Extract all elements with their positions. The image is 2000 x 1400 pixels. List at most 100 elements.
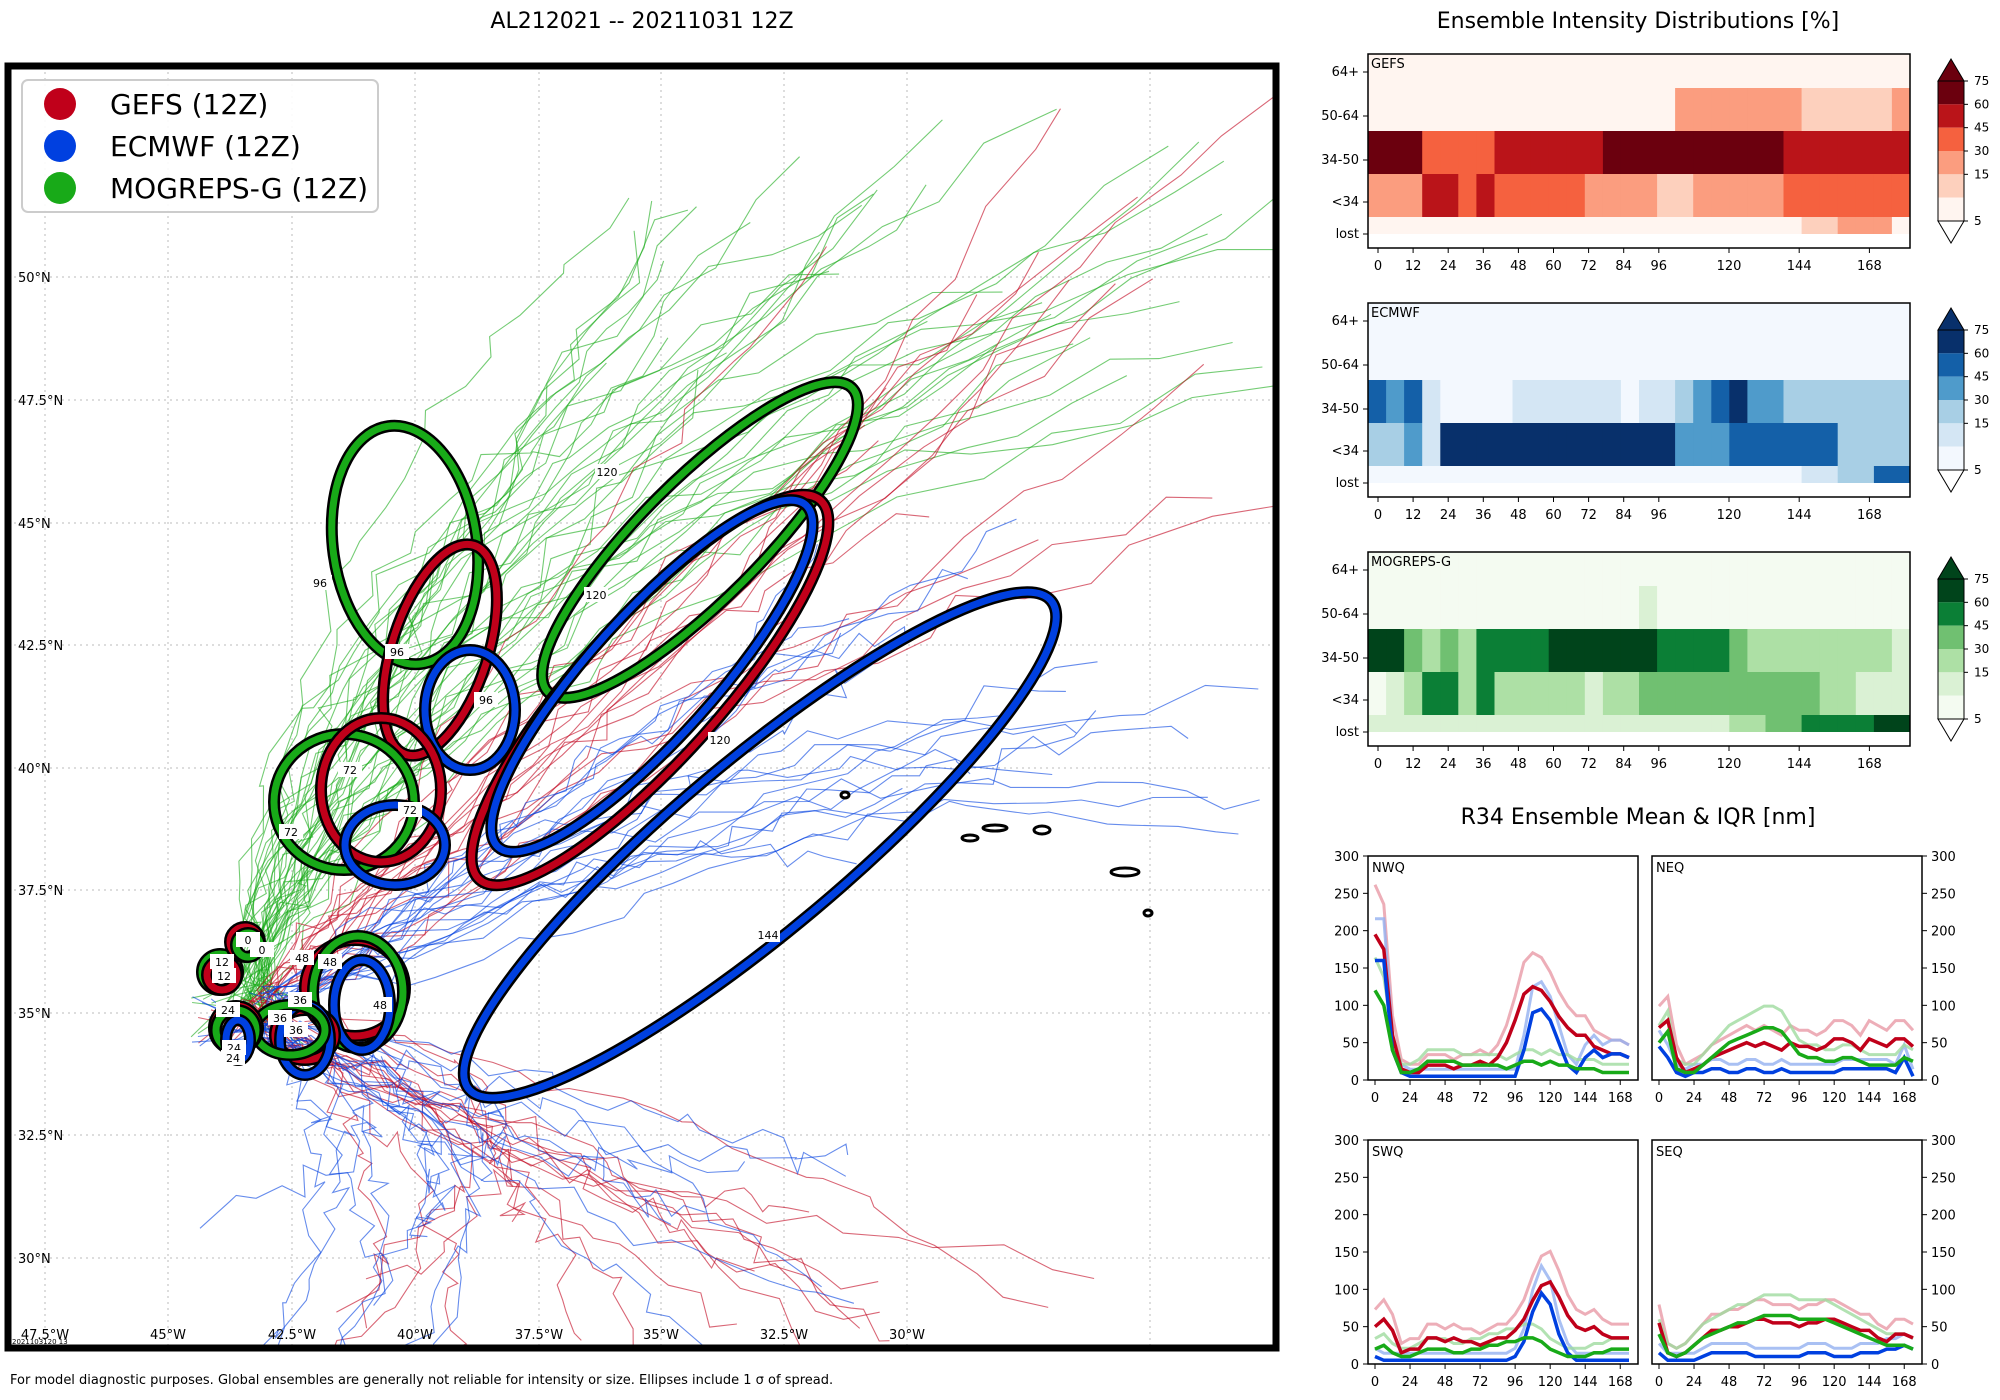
heatmap-cell [1693,337,1712,380]
r34-mean-line-ecmwf [1657,1343,1914,1363]
heatmap-cell [1440,423,1459,466]
intensity-heatmaps: GEFS 64+ 50-64 34-50 <34 lost 0 12 24 36 48 60 72 84 9… [1321,53,1989,772]
ellipse-label-bg [290,950,314,965]
heatmap-x-label: 24 [1440,259,1457,274]
legend-marker-gefs [44,88,76,120]
heatmap-cell [1783,88,1803,131]
r34-y-label: 100 [1931,999,1956,1014]
heatmap-cell [1404,423,1423,466]
r34-title: R34 Ensemble Mean & IQR [nm] [1461,805,1816,830]
heatmap-cell [1548,466,1568,483]
heatmap-cell [1494,88,1514,131]
heatmap-cell [1819,423,1839,466]
legend-label-gefs: GEFS (12Z) [110,88,268,121]
heatmap-cell [1530,715,1550,732]
r34-x-label: 96 [1791,1091,1808,1106]
heatmap-cell [1747,586,1766,629]
ellipse-hour-label: 48 [323,956,337,969]
heatmap-cell [1476,217,1495,234]
heatmap-cell [1548,174,1568,217]
heatmap-cell [1530,337,1550,380]
heatmap-cell [1891,586,1911,629]
heatmap-cell [1620,88,1640,131]
r34-x-label: 24 [1686,1375,1703,1390]
r34-x-label: 0 [1655,1091,1663,1106]
heatmap-x-label: 84 [1615,259,1632,274]
r34-y-label: 300 [1931,1134,1956,1149]
heatmap-cell [1837,337,1857,380]
heatmap-cell [1747,380,1766,423]
heatmap-cell [1422,715,1441,732]
lat-label: 45°N [18,517,51,532]
colorbar-segment [1938,579,1964,603]
lat-label: 40°N [18,762,51,777]
r34-y-label: 300 [1931,850,1956,865]
heatmap-cell [1657,174,1676,217]
ellipse-hour-label: 72 [284,826,298,839]
heatmap-cell [1693,131,1712,174]
ellipse-label-bg [221,1050,245,1065]
heatmap-cell [1530,552,1550,586]
heatmap-cell [1855,466,1875,483]
heatmap-cell [1440,337,1459,380]
ellipse-fill [317,714,445,866]
r34-x-label: 48 [1437,1375,1454,1390]
heatmap-cell [1368,303,1387,337]
heatmap-cell [1837,466,1857,483]
heatmap-cell [1639,672,1658,715]
r34-x-label: 168 [1608,1375,1633,1390]
heatmap-cell [1512,423,1532,466]
heatmap-cell [1476,303,1495,337]
r34-y-label: 150 [1334,1246,1359,1261]
colorbar-label: 5 [1974,214,1982,228]
heatmap-cell [1422,552,1441,586]
r34-x-label: 72 [1472,1091,1489,1106]
r34-y-label: 250 [1334,1171,1359,1186]
r34-x-label: 48 [1437,1091,1454,1106]
ellipse-hour-label: 48 [295,952,309,965]
heatmap-cell [1729,303,1748,337]
r34-y-label: 0 [1351,1358,1359,1373]
heatmap-cell [1602,303,1622,337]
heatmap-cell [1386,423,1405,466]
heatmap-cell [1801,337,1821,380]
heatmap-cell [1639,54,1658,88]
ellipse-hour-label: 72 [343,764,357,777]
r34-x-label: 72 [1756,1375,1773,1390]
heatmap-cell [1440,672,1459,715]
heatmap-x-label: 96 [1651,508,1668,523]
heatmap-cell [1476,88,1495,131]
r34-x-label: 168 [1608,1091,1633,1106]
heatmap-cell [1386,303,1405,337]
heatmap-cell [1566,337,1586,380]
heatmap-cell [1584,54,1604,88]
heatmap-cell [1819,54,1839,88]
heatmap-cell [1783,552,1803,586]
lon-label: 30°W [889,1328,925,1343]
r34-y-label: 100 [1334,999,1359,1014]
heatmap-cell [1711,423,1730,466]
r34-y-label: 200 [1931,925,1956,940]
heatmap-cell [1801,54,1821,88]
heatmap-cell [1422,629,1441,672]
heatmap-cell [1891,217,1911,234]
heatmap-cell [1873,586,1893,629]
track-line [222,337,669,1009]
colorbar-label: 75 [1974,323,1989,337]
ellipse-fill [487,496,817,856]
heatmap-cell [1566,380,1586,423]
colorbar-label: 45 [1974,619,1989,633]
heatmap-cell [1693,586,1712,629]
heatmap-cell [1675,715,1694,732]
heatmap-cell [1855,552,1875,586]
heatmap-cell [1639,303,1658,337]
heatmap-cell [1729,672,1748,715]
r34-x-label: 72 [1472,1375,1489,1390]
heatmap-cell [1819,552,1839,586]
heatmap-cell [1620,174,1640,217]
heatmap-cell [1675,423,1694,466]
heatmap-cell [1873,715,1893,732]
heatmap-x-label: 0 [1374,508,1382,523]
heatmap-cell [1458,54,1477,88]
heatmap-cell [1584,217,1604,234]
